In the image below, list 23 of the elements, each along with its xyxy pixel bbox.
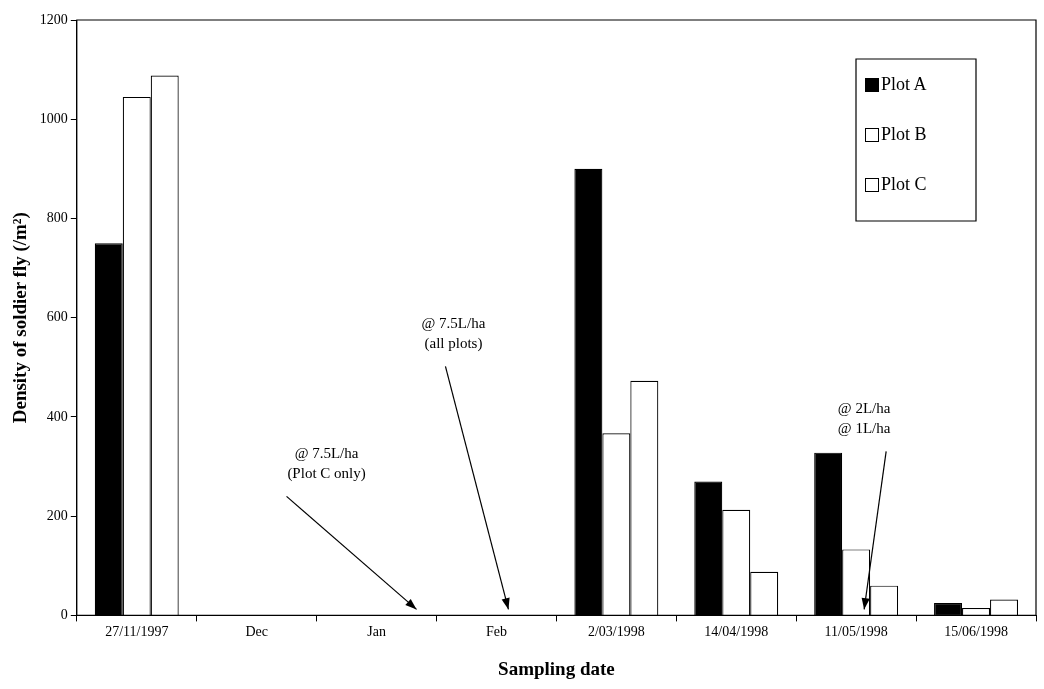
x-tick-label: Dec [245,624,268,640]
annotation: @ 7.5L/ha (Plot C only) [287,445,366,483]
x-tick-label: 11/05/1998 [824,624,888,640]
y-tick-label: 200 [46,507,68,523]
legend-label: Plot A [881,73,927,94]
annotation: @ 2L/ha @ 1L/ha [837,400,891,437]
x-axis-title: Sampling date [498,657,615,679]
y-tick-label: 0 [60,607,68,623]
x-tick-label: 14/04/1998 [704,624,769,640]
x-tick-label: 15/06/1998 [944,624,1008,640]
legend-label: Plot B [881,123,927,144]
y-tick-label: 600 [46,309,68,325]
annotation: @ 7.5L/ha (all plots) [421,315,486,353]
x-tick-label: Feb [485,624,507,640]
x-tick-label: Jan [367,624,386,640]
y-tick-label: 1200 [39,11,68,27]
x-tick-label: 27/11/1997 [105,624,169,640]
y-axis-title: Density of soldier fly (/m²) [9,212,32,424]
y-tick-label: 400 [46,408,68,424]
y-tick-label: 800 [46,210,68,226]
legend-label: Plot C [881,173,927,194]
x-tick-label: 2/03/1998 [587,624,645,640]
y-tick-label: 1000 [39,110,68,126]
